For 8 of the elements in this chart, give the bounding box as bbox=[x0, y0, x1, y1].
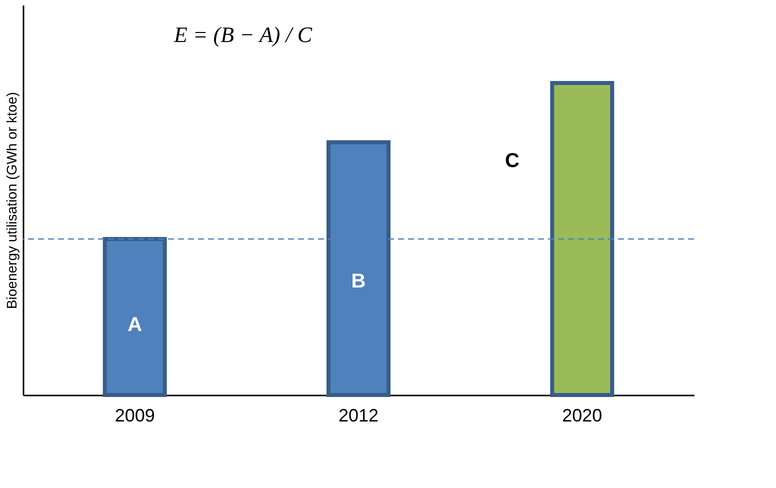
y-axis-title: Bioenergy utilisation (GWh or ktoe) bbox=[4, 92, 20, 310]
text: E = (B − A) / C bbox=[172, 22, 312, 47]
annotation: C bbox=[504, 150, 520, 172]
x-tick-label: 2012 bbox=[338, 406, 379, 426]
x-tick-label: 2009 bbox=[114, 406, 155, 426]
x-tick-label: 2020 bbox=[562, 406, 602, 426]
annotation: A bbox=[128, 314, 142, 336]
annotation: B bbox=[351, 270, 366, 292]
